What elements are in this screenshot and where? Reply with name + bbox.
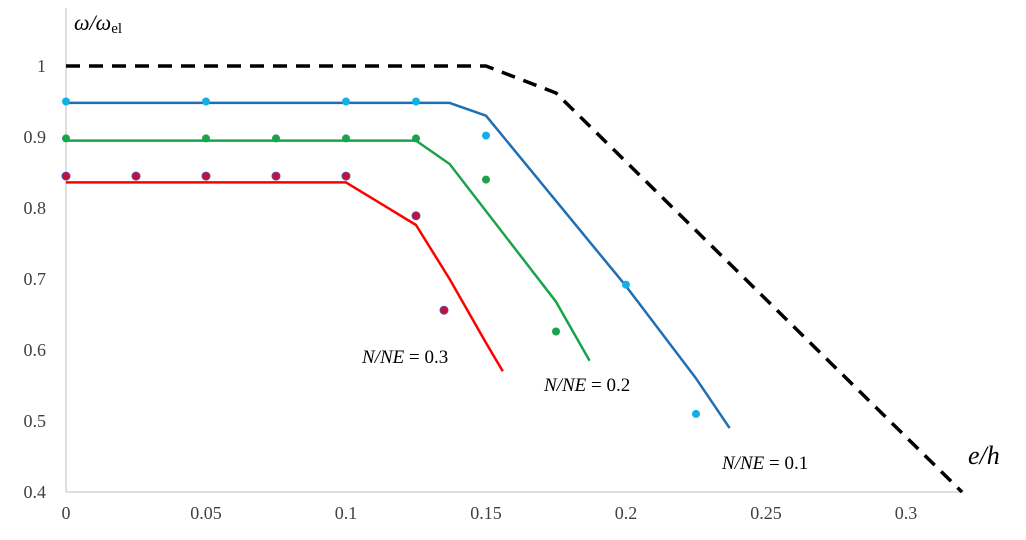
data-point-n01 [482, 131, 490, 140]
data-point-n03 [341, 171, 351, 181]
series-line-n02 [66, 139, 591, 362]
series-lines [66, 64, 964, 494]
x-axis-title: e/h [968, 441, 1000, 470]
series-label-n01-name: N/NE [721, 453, 765, 474]
x-tick-label: 0.25 [750, 503, 782, 523]
series-label-n02: N/NE = 0.2 [543, 375, 630, 396]
x-tick-label: 0 [62, 503, 71, 523]
y-tick-labels: 0.4 0.5 0.6 0.7 0.8 0.9 1 [24, 56, 47, 502]
y-axis-title: ω/ωel [74, 10, 122, 37]
data-point-n02 [412, 134, 420, 143]
series-line-elastic [66, 64, 964, 494]
data-point-n03 [439, 305, 449, 315]
x-tick-label: 0.05 [190, 503, 222, 523]
series-label-n02-name: N/NE [543, 375, 587, 396]
data-point-n03 [61, 171, 71, 181]
data-point-n01 [62, 97, 70, 106]
data-point-n03 [131, 171, 141, 181]
series-label-n03-name: N/NE [361, 347, 405, 368]
series-points [61, 97, 700, 418]
data-point-n02 [342, 134, 350, 143]
data-point-n02 [272, 134, 280, 143]
y-tick-label: 0.4 [24, 482, 47, 502]
y-axis-title-main: ω/ω [74, 10, 111, 35]
series-label-n03: N/NE = 0.3 [361, 347, 448, 368]
data-point-n01 [412, 97, 420, 106]
data-point-n03 [411, 211, 421, 221]
y-tick-label: 0.9 [24, 127, 47, 147]
data-point-n03 [271, 171, 281, 181]
y-tick-label: 0.7 [24, 269, 47, 289]
data-point-n02 [62, 134, 70, 143]
x-tick-label: 0.1 [335, 503, 358, 523]
y-axis-title-sub: el [111, 21, 122, 37]
data-point-n01 [202, 97, 210, 106]
data-point-n03 [201, 171, 211, 181]
series-label-n01-value: = 0.1 [769, 453, 808, 474]
x-tick-label: 0.2 [615, 503, 638, 523]
x-tick-labels: 0 0.05 0.1 0.15 0.2 0.25 0.3 [62, 503, 918, 523]
series-label-n01: N/NE = 0.1 [721, 453, 808, 474]
data-point-n02 [482, 175, 490, 184]
series-line-n03 [66, 181, 504, 372]
y-tick-label: 0.6 [24, 340, 47, 360]
y-tick-label: 0.5 [24, 411, 47, 431]
x-tick-label: 0.15 [470, 503, 502, 523]
x-tick-label: 0.3 [895, 503, 918, 523]
series-line-n01 [66, 101, 731, 429]
series-label-n03-value: = 0.3 [409, 347, 448, 368]
y-tick-label: 1 [37, 56, 46, 76]
data-point-n01 [342, 97, 350, 106]
data-point-n02 [202, 134, 210, 143]
series-label-n02-value: = 0.2 [591, 375, 630, 396]
y-tick-label: 0.8 [24, 198, 47, 218]
data-point-n02 [552, 327, 560, 336]
data-point-n01 [622, 280, 630, 289]
data-point-n01 [692, 409, 700, 418]
